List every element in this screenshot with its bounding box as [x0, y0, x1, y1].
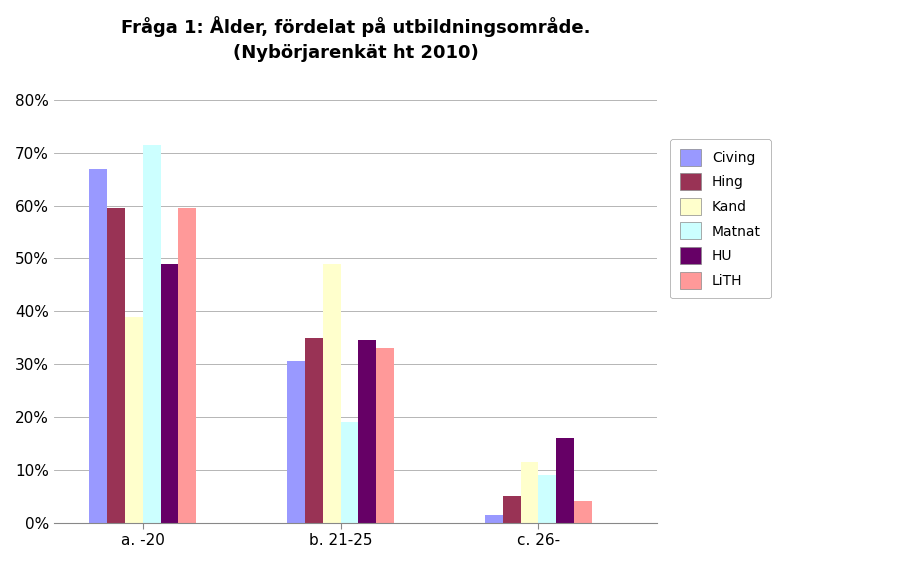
Bar	[358, 340, 376, 522]
Bar	[142, 145, 161, 522]
Bar	[287, 361, 305, 522]
Bar	[305, 338, 323, 522]
Bar	[538, 475, 556, 522]
Bar	[323, 263, 340, 522]
Bar	[125, 316, 142, 522]
Bar	[376, 348, 393, 522]
Bar	[484, 515, 503, 522]
Bar	[503, 496, 520, 522]
Bar	[108, 208, 125, 522]
Bar	[178, 208, 196, 522]
Bar	[340, 422, 358, 522]
Title: Fråga 1: Ålder, fördelat på utbildningsområde.
(Nybörjarenkät ht 2010): Fråga 1: Ålder, fördelat på utbildningso…	[120, 16, 590, 62]
Legend: Civing, Hing, Kand, Matnat, HU, LiTH: Civing, Hing, Kand, Matnat, HU, LiTH	[669, 139, 770, 298]
Bar	[556, 438, 573, 522]
Bar	[89, 169, 108, 522]
Bar	[520, 462, 538, 522]
Bar	[161, 263, 178, 522]
Bar	[573, 502, 591, 522]
